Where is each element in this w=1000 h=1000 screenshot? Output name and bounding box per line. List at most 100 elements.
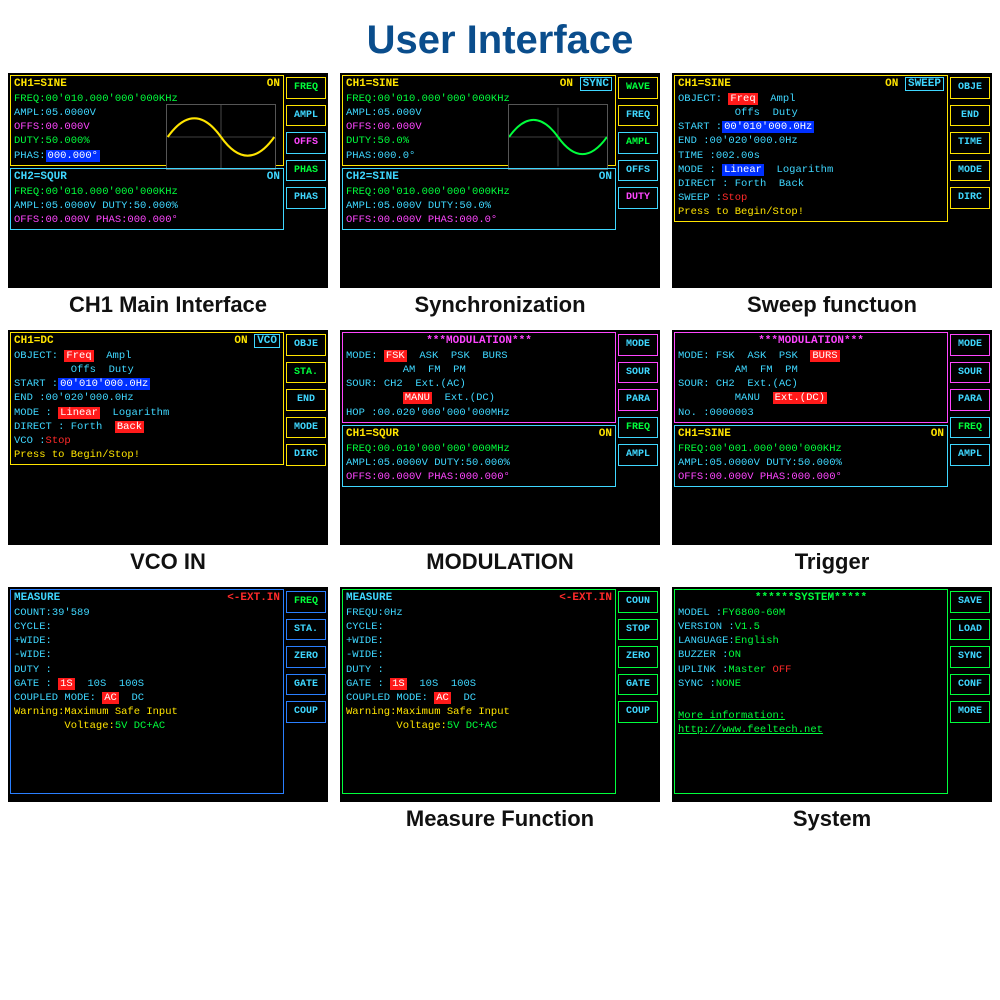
side-btn-ampl[interactable]: AMPL <box>618 444 658 466</box>
side-btn-mode[interactable]: MODE <box>286 417 326 439</box>
side-btn-mode[interactable]: MODE <box>618 334 658 356</box>
opt-forth[interactable]: Forth <box>71 421 103 433</box>
side-btn-phas[interactable]: PHAS <box>286 160 326 182</box>
opt-pm[interactable]: PM <box>785 364 798 376</box>
side-btn-stop[interactable]: STOP <box>618 619 658 641</box>
side-btn-sync[interactable]: SYNC <box>950 646 990 668</box>
side-btn-offs[interactable]: OFFS <box>618 160 658 182</box>
opt-am[interactable]: AM <box>735 364 748 376</box>
opt-ch2[interactable]: CH2 <box>384 378 403 390</box>
side-btn-sour[interactable]: SOUR <box>950 362 990 384</box>
opt-offs[interactable]: Offs <box>71 364 96 376</box>
side-btn-ampl[interactable]: AMPL <box>950 444 990 466</box>
side-btn-freq[interactable]: FREQ <box>286 77 326 99</box>
value: ON <box>728 649 741 661</box>
opt-1s[interactable]: 1S <box>58 678 75 690</box>
side-btn-gate[interactable]: GATE <box>618 674 658 696</box>
opt-duty[interactable]: Duty <box>773 107 798 119</box>
side-btn-time[interactable]: TIME <box>950 132 990 154</box>
sys-url[interactable]: http://www.feeltech.net <box>678 723 944 737</box>
opt-freq[interactable]: Freq <box>728 93 757 105</box>
side-btn-duty[interactable]: DUTY <box>618 187 658 209</box>
opt-linear[interactable]: Linear <box>58 407 100 419</box>
opt-linear[interactable]: Linear <box>722 164 764 176</box>
side-btn-end[interactable]: END <box>950 105 990 127</box>
side-btn-mode[interactable]: MODE <box>950 334 990 356</box>
opt-10s[interactable]: 10S <box>419 678 438 690</box>
side-btn-load[interactable]: LOAD <box>950 619 990 641</box>
opt-ampl[interactable]: Ampl <box>770 93 795 105</box>
panel-title: CH1=SINE <box>678 77 731 92</box>
side-btn-gate[interactable]: GATE <box>286 674 326 696</box>
side-btn-coup[interactable]: COUP <box>286 701 326 723</box>
opt-dc[interactable]: DC <box>463 692 476 704</box>
side-btn-coun[interactable]: COUN <box>618 591 658 613</box>
opt-ask[interactable]: ASK <box>419 350 438 362</box>
side-btn-sour[interactable]: SOUR <box>618 362 658 384</box>
opt-extac[interactable]: Ext.(AC) <box>747 378 797 390</box>
opt-duty[interactable]: Duty <box>109 364 134 376</box>
badge-sync: SYNC <box>580 77 612 91</box>
opt-dc[interactable]: DC <box>131 692 144 704</box>
opt-manu[interactable]: MANU <box>735 392 760 404</box>
side-btn-end[interactable]: END <box>286 389 326 411</box>
opt-ac[interactable]: AC <box>434 692 451 704</box>
side-btn-para[interactable]: PARA <box>618 389 658 411</box>
side-btn-sta.[interactable]: STA. <box>286 619 326 641</box>
side-btn-sta.[interactable]: STA. <box>286 362 326 384</box>
opt-psk[interactable]: PSK <box>779 350 798 362</box>
opt-manu[interactable]: MANU <box>403 392 432 404</box>
side-btn-zero[interactable]: ZERO <box>286 646 326 668</box>
opt-ask[interactable]: ASK <box>747 350 766 362</box>
channel-box: CH1=SQURONFREQ:00.010'000'000'000MHzAMPL… <box>342 425 616 487</box>
side-btn-ampl[interactable]: AMPL <box>618 132 658 154</box>
opt-burs[interactable]: BURS <box>810 350 839 362</box>
opt-10s[interactable]: 10S <box>87 678 106 690</box>
opt-ampl[interactable]: Ampl <box>106 350 131 362</box>
side-btn-para[interactable]: PARA <box>950 389 990 411</box>
opt-fsk[interactable]: FSK <box>384 350 407 362</box>
opt-logarithm[interactable]: Logarithm <box>777 164 834 176</box>
opt-burs[interactable]: BURS <box>482 350 507 362</box>
opt-psk[interactable]: PSK <box>451 350 470 362</box>
opt-am[interactable]: AM <box>403 364 416 376</box>
opt-fm[interactable]: FM <box>428 364 441 376</box>
opt-extac[interactable]: Ext.(AC) <box>415 378 465 390</box>
side-btn-more[interactable]: MORE <box>950 701 990 723</box>
opt-back[interactable]: Back <box>779 178 804 190</box>
side-btn-dirc[interactable]: DIRC <box>286 444 326 466</box>
opt-extdc[interactable]: Ext.(DC) <box>445 392 495 404</box>
opt-100s[interactable]: 100S <box>119 678 144 690</box>
opt-back[interactable]: Back <box>115 421 144 433</box>
opt-extdc[interactable]: Ext.(DC) <box>773 392 827 404</box>
side-btn-phas[interactable]: PHAS <box>286 187 326 209</box>
opt-forth[interactable]: Forth <box>735 178 767 190</box>
opt-ch2[interactable]: CH2 <box>716 378 735 390</box>
opt-offs[interactable]: Offs <box>735 107 760 119</box>
side-btn-freq[interactable]: FREQ <box>618 105 658 127</box>
value: FY6800-60M <box>722 607 785 619</box>
side-btn-offs[interactable]: OFFS <box>286 132 326 154</box>
side-btn-conf[interactable]: CONF <box>950 674 990 696</box>
side-btn-freq[interactable]: FREQ <box>286 591 326 613</box>
opt-fm[interactable]: FM <box>760 364 773 376</box>
channel-box: CH1=SINEON SYNCFREQ:00'010.000'000'000KH… <box>342 75 616 166</box>
side-btn-save[interactable]: SAVE <box>950 591 990 613</box>
opt-ac[interactable]: AC <box>102 692 119 704</box>
opt-logarithm[interactable]: Logarithm <box>113 407 170 419</box>
side-btn-zero[interactable]: ZERO <box>618 646 658 668</box>
side-btn-obje[interactable]: OBJE <box>286 334 326 356</box>
side-btn-dirc[interactable]: DIRC <box>950 187 990 209</box>
side-btn-coup[interactable]: COUP <box>618 701 658 723</box>
side-btn-mode[interactable]: MODE <box>950 160 990 182</box>
opt-fsk[interactable]: FSK <box>716 350 735 362</box>
side-btn-freq[interactable]: FREQ <box>950 417 990 439</box>
opt-freq[interactable]: Freq <box>64 350 93 362</box>
side-btn-ampl[interactable]: AMPL <box>286 105 326 127</box>
opt-100s[interactable]: 100S <box>451 678 476 690</box>
side-btn-obje[interactable]: OBJE <box>950 77 990 99</box>
opt-1s[interactable]: 1S <box>390 678 407 690</box>
opt-pm[interactable]: PM <box>453 364 466 376</box>
side-btn-freq[interactable]: FREQ <box>618 417 658 439</box>
side-btn-wave[interactable]: WAVE <box>618 77 658 99</box>
